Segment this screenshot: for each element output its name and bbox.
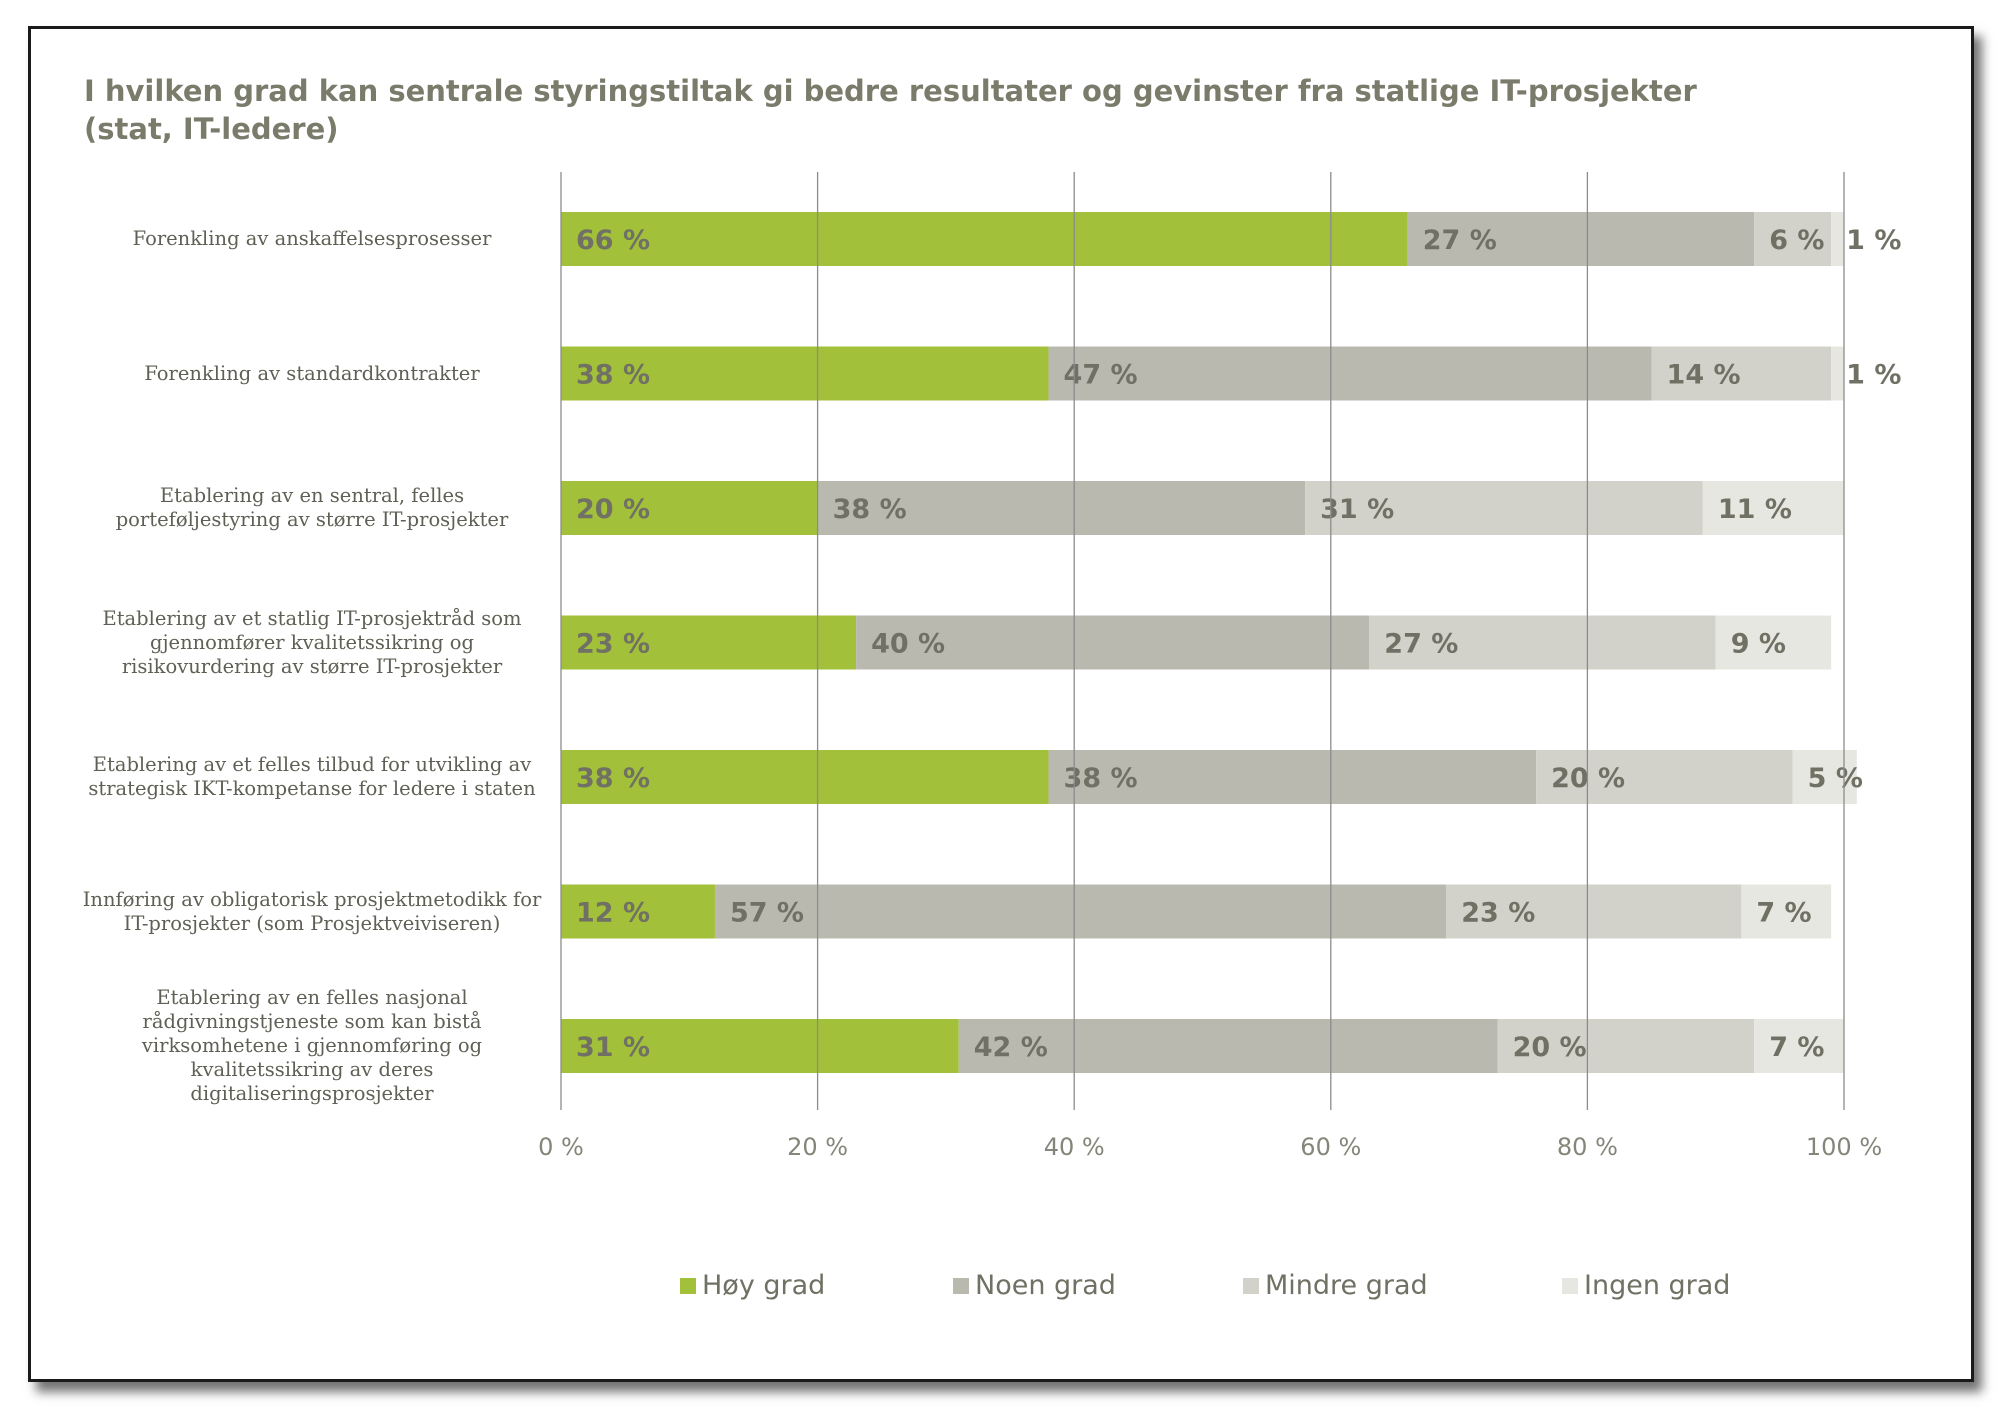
legend-swatch	[1243, 1277, 1259, 1294]
data-label: 38 %	[833, 494, 907, 525]
x-tick-label: 40 %	[1044, 1133, 1105, 1161]
x-tick-label: 100 %	[1806, 1133, 1882, 1161]
data-label: 20 %	[1551, 763, 1625, 794]
category-label: Forenkling av anskaffelsesprosesser	[132, 227, 492, 250]
data-label: 14 %	[1667, 360, 1741, 391]
legend: Høy grad Noen grad Mindre grad Ingen gra…	[0, 1270, 2000, 1310]
bar-segment	[1702, 481, 1844, 535]
data-label: 66 %	[576, 225, 650, 256]
legend-item-mindre-grad: Mindre grad	[1243, 1270, 1428, 1301]
bar-segment	[561, 212, 1408, 266]
bar-segment	[1831, 212, 1844, 266]
bar-segment	[1446, 884, 1742, 939]
data-label: 57 %	[730, 898, 804, 929]
bar-segment	[1792, 750, 1857, 804]
data-label: 6 %	[1769, 225, 1824, 256]
legend-swatch	[680, 1277, 696, 1294]
bar-segment	[1741, 884, 1832, 939]
data-label: 1 %	[1846, 360, 1901, 391]
bar-segment	[561, 346, 1049, 401]
legend-item-ingen-grad: Ingen grad	[1562, 1270, 1730, 1301]
bar-segment	[561, 481, 818, 535]
data-label: 38 %	[576, 360, 650, 391]
bar-segment	[1651, 346, 1832, 401]
bar-segment	[1048, 750, 1537, 804]
legend-item-noen-grad: Noen grad	[953, 1270, 1116, 1301]
data-label: 20 %	[1513, 1032, 1587, 1063]
data-label: 11 %	[1718, 494, 1792, 525]
data-label: 7 %	[1756, 898, 1811, 929]
data-label: 27 %	[1423, 225, 1497, 256]
data-label: 38 %	[1064, 763, 1138, 794]
x-tick-label: 60 %	[1300, 1133, 1361, 1161]
category-label: Etablering av en felles nasjonal rådgivn…	[141, 986, 483, 1105]
legend-swatch	[953, 1277, 969, 1294]
legend-label: Mindre grad	[1265, 1270, 1428, 1301]
data-label: 1 %	[1846, 225, 1901, 256]
legend-label: Høy grad	[702, 1270, 826, 1301]
bar-segment	[1536, 750, 1793, 804]
bar-segment	[958, 1019, 1498, 1073]
category-label: Etablering av et statlig IT-prosjektråd …	[102, 606, 522, 678]
bar-segment	[561, 615, 857, 670]
data-label: 27 %	[1384, 629, 1458, 660]
legend-swatch	[1562, 1277, 1578, 1294]
category-label: Innføring av obligatorisk prosjektmetodi…	[82, 887, 542, 935]
category-label: Etablering av en sentral, felles portefø…	[115, 484, 509, 531]
legend-label: Ingen grad	[1584, 1270, 1731, 1301]
bar-segment	[1754, 1019, 1844, 1073]
data-label: 31 %	[1320, 494, 1394, 525]
bar-segment	[1497, 1019, 1755, 1073]
data-label: 5 %	[1808, 763, 1863, 794]
bar-segment	[1831, 346, 1844, 401]
bar-segment	[561, 750, 1049, 804]
x-tick-label: 0 %	[538, 1133, 584, 1161]
bar-segment	[1754, 212, 1832, 266]
x-tick-label: 20 %	[787, 1133, 848, 1161]
data-label: 42 %	[974, 1032, 1048, 1063]
bar-segment	[561, 884, 715, 939]
data-label: 38 %	[576, 763, 650, 794]
bar-segment	[817, 481, 1306, 535]
data-label: 23 %	[576, 629, 650, 660]
category-label: Etablering av et felles tilbud for utvik…	[88, 753, 536, 800]
bar-segment	[1048, 346, 1652, 401]
data-label: 7 %	[1769, 1032, 1824, 1063]
bar-segment	[1715, 615, 1832, 670]
chart-title: I hvilken grad kan sentrale styringstilt…	[84, 74, 1697, 146]
x-tick-label: 80 %	[1557, 1133, 1618, 1161]
data-label: 12 %	[576, 898, 650, 929]
data-label: 9 %	[1731, 629, 1786, 660]
data-label: 40 %	[871, 629, 945, 660]
bar-segment	[1369, 615, 1716, 670]
bar-segment	[1305, 481, 1703, 535]
category-label: Forenkling av standardkontrakter	[144, 361, 480, 385]
data-label: 31 %	[576, 1032, 650, 1063]
legend-item-hoy-grad: Høy grad	[680, 1270, 825, 1301]
data-label: 20 %	[576, 494, 650, 525]
bar-segment	[856, 615, 1370, 670]
bar-segment	[561, 1019, 959, 1073]
data-label: 23 %	[1461, 898, 1535, 929]
legend-label: Noen grad	[975, 1270, 1116, 1301]
bar-segment	[1407, 212, 1755, 266]
bar-segment	[714, 884, 1447, 939]
data-label: 47 %	[1064, 360, 1138, 391]
